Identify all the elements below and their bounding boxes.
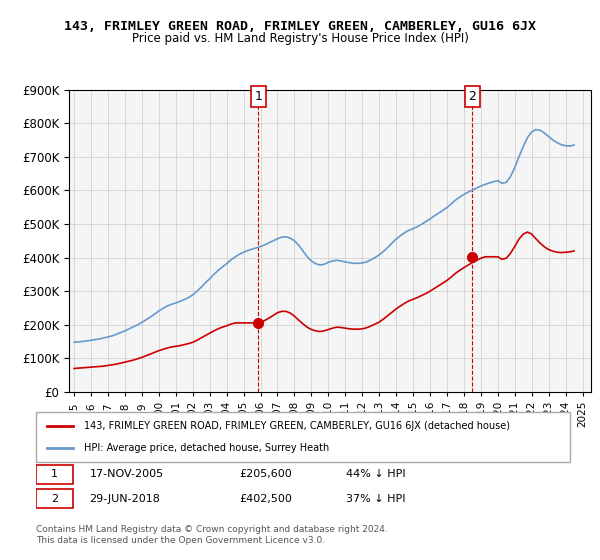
Text: 2: 2 — [469, 90, 476, 103]
FancyBboxPatch shape — [36, 465, 73, 484]
Text: 37% ↓ HPI: 37% ↓ HPI — [346, 493, 405, 503]
Text: Contains HM Land Registry data © Crown copyright and database right 2024.
This d: Contains HM Land Registry data © Crown c… — [36, 525, 388, 545]
Text: £402,500: £402,500 — [239, 493, 292, 503]
Text: 1: 1 — [254, 90, 262, 103]
Text: 17-NOV-2005: 17-NOV-2005 — [89, 469, 164, 479]
Text: £205,600: £205,600 — [239, 469, 292, 479]
Text: 1: 1 — [51, 469, 58, 479]
Text: Price paid vs. HM Land Registry's House Price Index (HPI): Price paid vs. HM Land Registry's House … — [131, 32, 469, 45]
Text: 29-JUN-2018: 29-JUN-2018 — [89, 493, 160, 503]
Text: 2: 2 — [51, 493, 58, 503]
FancyBboxPatch shape — [36, 489, 73, 508]
Text: 143, FRIMLEY GREEN ROAD, FRIMLEY GREEN, CAMBERLEY, GU16 6JX (detached house): 143, FRIMLEY GREEN ROAD, FRIMLEY GREEN, … — [84, 421, 510, 431]
Text: 44% ↓ HPI: 44% ↓ HPI — [346, 469, 406, 479]
FancyBboxPatch shape — [36, 412, 570, 462]
Text: HPI: Average price, detached house, Surrey Heath: HPI: Average price, detached house, Surr… — [84, 443, 329, 453]
Text: 143, FRIMLEY GREEN ROAD, FRIMLEY GREEN, CAMBERLEY, GU16 6JX: 143, FRIMLEY GREEN ROAD, FRIMLEY GREEN, … — [64, 20, 536, 32]
